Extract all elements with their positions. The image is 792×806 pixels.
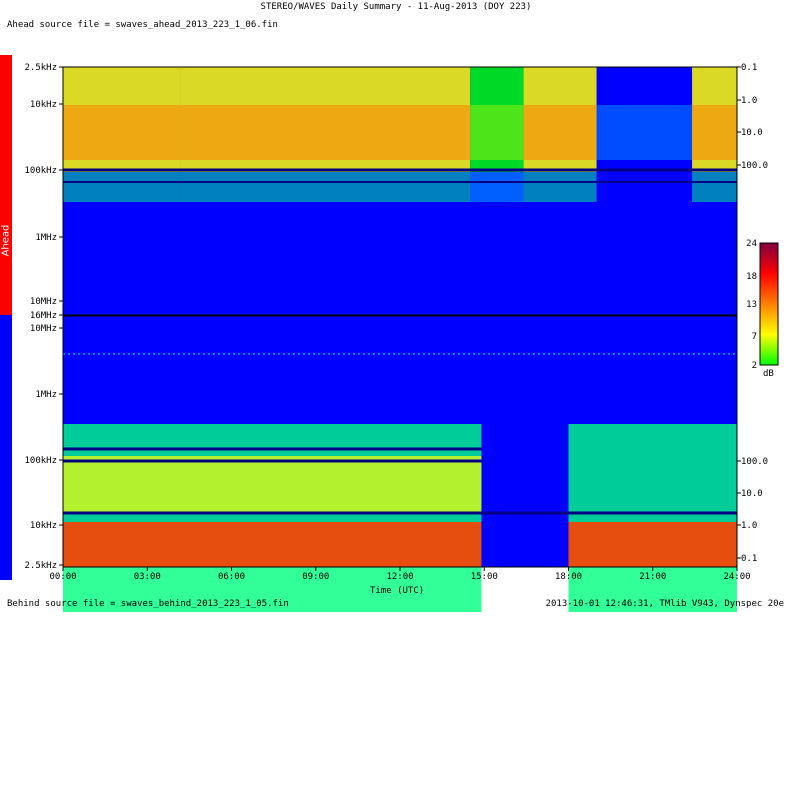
ahead-edge-1 (180, 172, 471, 202)
ahead-band-4 (596, 67, 693, 172)
colorbar-tick-label: 24 (746, 239, 757, 249)
ahead-core-2 (470, 105, 524, 160)
behind-band-0 (63, 522, 482, 567)
behind-side-bar: Behind (0, 315, 12, 793)
behind-freq-tick-label: 2.5kHz (24, 561, 57, 571)
ahead-source-file: Ahead source file = swaves_ahead_2013_22… (7, 20, 278, 30)
ahead-freq-tick-label: 10kHz (30, 100, 57, 110)
behind-band-1 (481, 522, 569, 567)
behind-right-tick-label: 10.0 (741, 489, 763, 499)
behind-edge-0 (63, 424, 482, 612)
ahead-freq-tick-label: 1MHz (35, 233, 57, 243)
ahead-side-bar: Ahead (0, 55, 12, 315)
behind-edge-2 (568, 424, 737, 612)
behind-core (63, 456, 482, 514)
colorbar-tick-label: 2 (752, 361, 757, 371)
x-tick-label: 03:00 (134, 572, 161, 582)
ahead-core-3 (523, 105, 597, 160)
colorbar-tick-label: 13 (746, 300, 757, 310)
ahead-freq-tick-label: 100kHz (24, 166, 57, 176)
ahead-edge-4 (596, 172, 693, 202)
colorbar-unit: dB (763, 369, 774, 379)
behind-freq-tick-label: 100kHz (24, 456, 57, 466)
ahead-freq-tick-label: 2.5kHz (24, 63, 57, 73)
ahead-core-4 (596, 105, 693, 160)
ahead-edge-2 (470, 172, 524, 202)
ahead-freq-tick-label: 10MHz (30, 297, 57, 307)
colorbar (759, 242, 779, 366)
x-tick-label: 18:00 (555, 572, 582, 582)
ahead-core-1 (180, 105, 471, 160)
ahead-core-0 (63, 105, 181, 160)
behind-right-tick-label: 0.1 (741, 554, 757, 564)
ahead-edge-3 (523, 172, 597, 202)
dynamic-spectrum-chart: 00:00 03:00 06:00 09:00 12:00 15:00 18:00 21:00… (24, 63, 779, 612)
behind-label: Behind (0, 758, 12, 793)
x-tick-label: 21:00 (639, 572, 666, 582)
colorbar-tick-label: 18 (746, 272, 757, 282)
ahead-right-tick-label: 100.0 (741, 161, 768, 171)
x-axis-label: Time (UTC) (370, 586, 425, 596)
page-title: STEREO/WAVES Daily Summary - 11-Aug-2013… (260, 2, 532, 12)
behind-freq-tick-label: 10kHz (30, 521, 57, 531)
ahead-edge-0 (63, 172, 181, 202)
x-tick-label: 12:00 (386, 572, 413, 582)
behind-band-2 (568, 522, 737, 567)
ahead-core-5 (692, 105, 737, 160)
ahead-right-tick-label: 1.0 (741, 96, 757, 106)
ahead-band-2 (470, 67, 524, 172)
behind-right-tick-label: 100.0 (741, 457, 768, 467)
behind-freq-tick-label: 10MHz (30, 324, 57, 334)
colorbar-tick-label: 7 (752, 332, 757, 342)
x-tick-label: 24:00 (723, 572, 750, 582)
footer-info: 2013-10-01 12:46:31, TMlib V943, Dynspec… (545, 599, 784, 609)
behind-freq-tick-label: 1MHz (35, 390, 57, 400)
ahead-right-tick-label: 0.1 (741, 63, 757, 73)
x-tick-label: 00:00 (49, 572, 76, 582)
behind-source-file: Behind source file = swaves_behind_2013_… (7, 599, 289, 609)
ahead-edge-5 (692, 172, 737, 202)
x-tick-label: 15:00 (471, 572, 498, 582)
ahead-right-tick-label: 10.0 (741, 128, 763, 138)
ahead-freq-tick-label: 16MHz (30, 311, 57, 321)
x-tick-label: 06:00 (218, 572, 245, 582)
behind-right-tick-label: 1.0 (741, 521, 757, 531)
x-tick-label: 09:00 (302, 572, 329, 582)
